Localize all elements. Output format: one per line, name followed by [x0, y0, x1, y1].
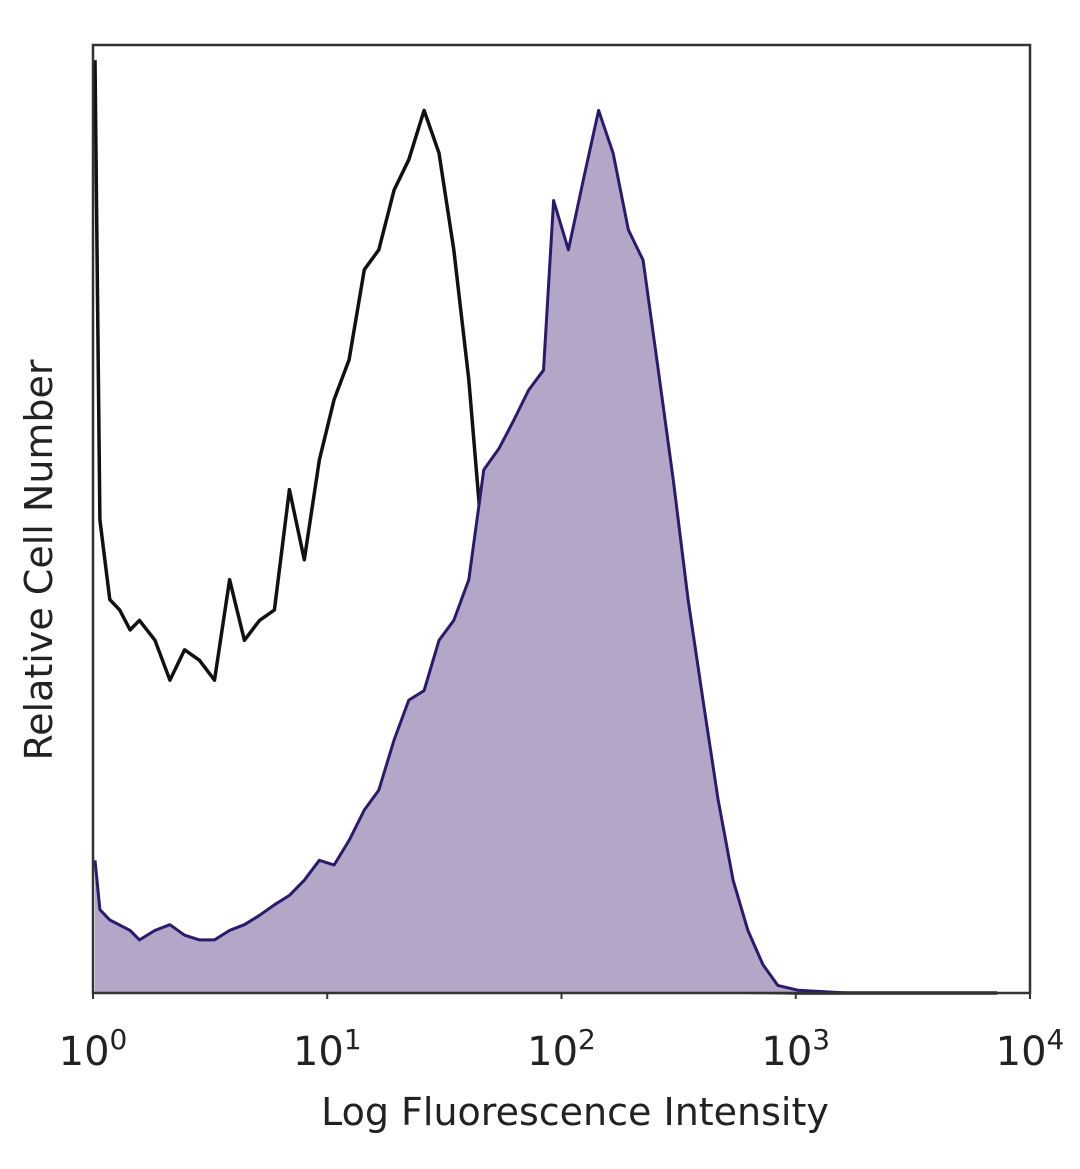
x-tick-exponent: 1	[344, 1023, 362, 1056]
x-axis-label: Log Fluorescence Intensity	[321, 1090, 829, 1134]
x-tick-label: 103	[761, 1023, 830, 1075]
x-tick-base: 10	[59, 1029, 110, 1075]
y-axis-label: Relative Cell Number	[17, 359, 61, 760]
x-tick-exponent: 2	[578, 1023, 596, 1056]
x-tick-exponent: 3	[812, 1023, 830, 1056]
x-tick-label: 104	[996, 1023, 1065, 1075]
x-tick-base: 10	[527, 1029, 578, 1075]
x-tick-base: 10	[996, 1029, 1047, 1075]
x-tick-label: 101	[293, 1023, 362, 1075]
x-tick-exponent: 4	[1047, 1023, 1065, 1056]
x-tick-label: 102	[527, 1023, 596, 1075]
histogram-line	[93, 108, 998, 995]
x-tick-base: 10	[293, 1029, 344, 1075]
x-tick-label: 100	[59, 1023, 128, 1075]
histogram-area	[95, 110, 998, 993]
x-tick-exponent: 0	[110, 1023, 128, 1056]
x-tick-base: 10	[761, 1029, 812, 1075]
